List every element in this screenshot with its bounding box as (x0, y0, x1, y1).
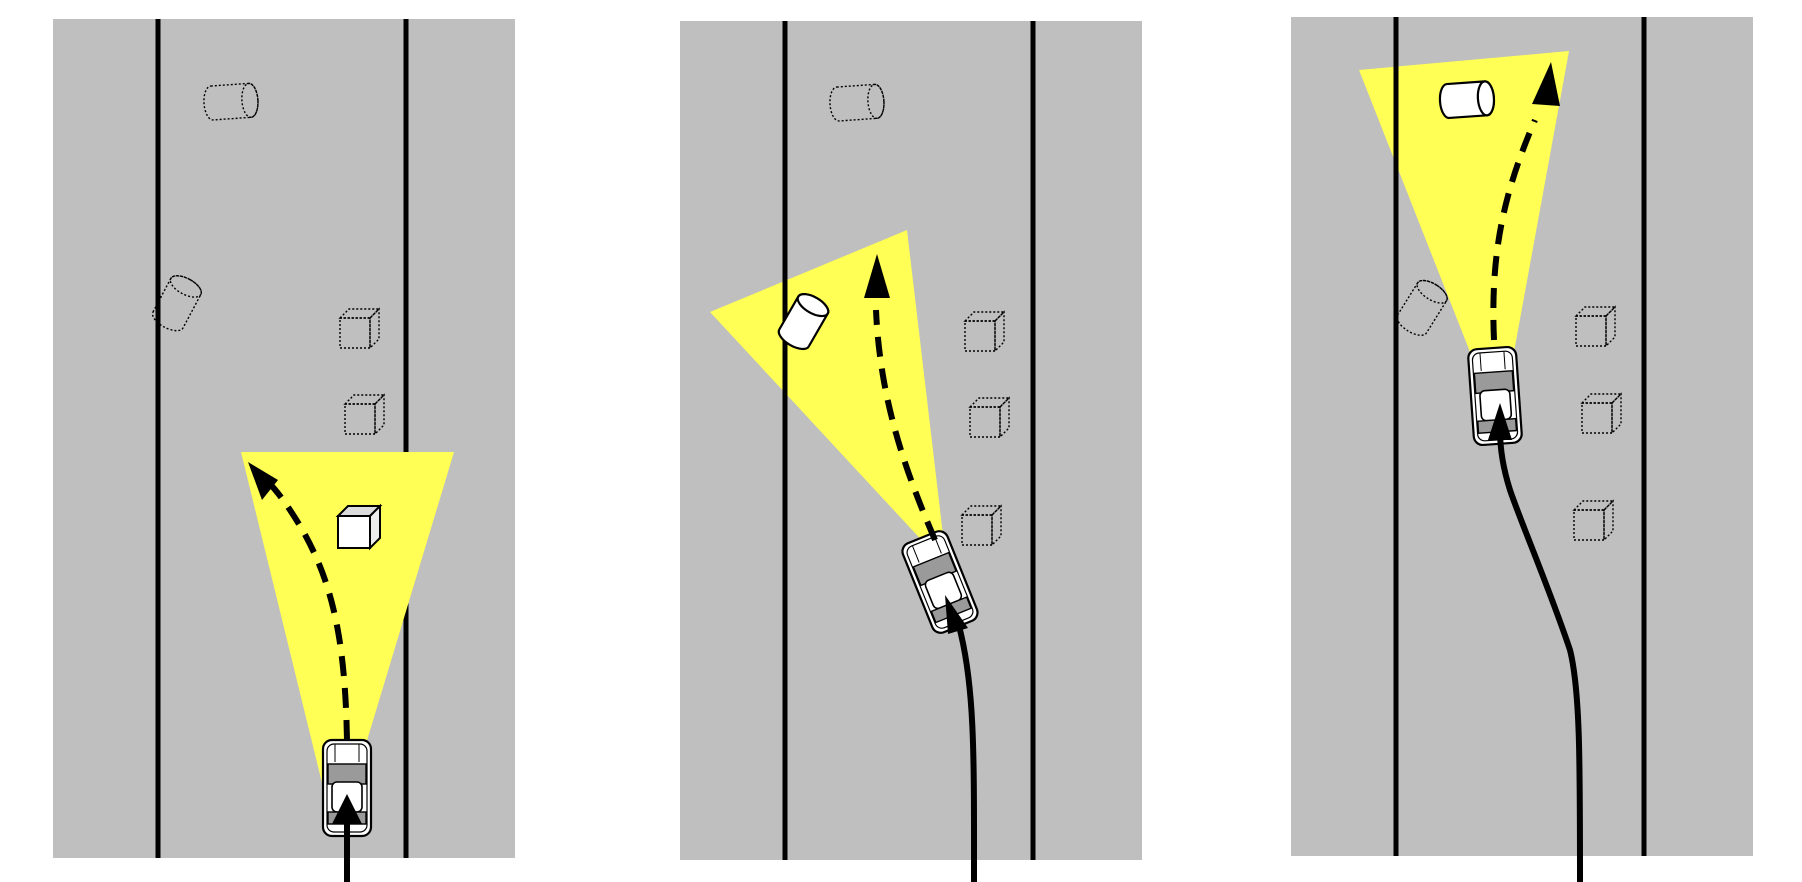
planned-path-arrowhead-3 (1532, 62, 1560, 106)
sensor-cone-1 (241, 452, 454, 787)
sensor-cone-2 (710, 230, 945, 560)
driven-path-2 (957, 629, 978, 882)
detected-box-icon (337, 505, 381, 549)
road-1 (53, 19, 515, 858)
planned-path-arrowhead-2 (864, 254, 890, 298)
panel-3 (1291, 17, 1753, 882)
driven-path-arrowhead-3 (1488, 403, 1512, 440)
planned-path-3 (1490, 118, 1538, 341)
planned-path-2 (873, 309, 938, 542)
panel-2 (680, 21, 1142, 882)
sensor-cone-3 (1359, 51, 1569, 352)
driven-path-arrowhead-2 (945, 595, 968, 634)
driven-path-3 (1497, 429, 1583, 882)
planned-path-arrowhead-1 (248, 462, 278, 500)
detected-cylinder-icon (1437, 79, 1497, 120)
panel-1 (53, 19, 515, 882)
